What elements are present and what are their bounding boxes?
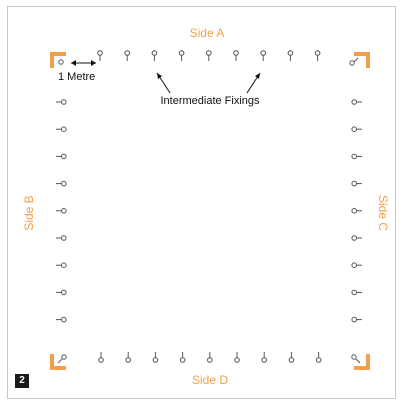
fixing-top-icon — [287, 50, 294, 61]
fixing-left-icon — [56, 99, 67, 105]
fixing-top-icon — [206, 50, 212, 61]
side-b-fixings — [56, 99, 67, 323]
intermediate-fixings-pointers — [156, 72, 261, 94]
fixing-right-icon — [351, 153, 362, 160]
fixing-bottom-icon — [261, 352, 268, 363]
fixing-bottom-icon — [179, 352, 186, 363]
fixing-right-icon — [351, 262, 362, 269]
intermediate-fixings-label: Intermediate Fixings — [160, 95, 260, 107]
side-c-fixings — [351, 99, 362, 323]
fixing-right-icon — [351, 208, 362, 214]
fixing-bottom-icon — [152, 352, 159, 363]
side-d-label: Side D — [192, 373, 228, 387]
fixing-right-icon — [351, 180, 362, 187]
fixing-top-icon — [233, 50, 239, 61]
fixing-bottom-icon — [98, 352, 104, 363]
fixing-bottom-icon — [234, 352, 240, 363]
fixing-top-icon — [314, 50, 321, 61]
diagram-frame — [7, 6, 396, 399]
fixing-right-icon — [351, 99, 362, 105]
fixing-left-icon — [56, 262, 67, 269]
side-b-label: Side B — [22, 195, 36, 230]
side-a-fixings — [97, 50, 321, 61]
fixing-left-icon — [56, 289, 67, 296]
fixing-top-icon — [260, 50, 267, 61]
fixing-left-icon — [56, 235, 67, 241]
fixing-right-icon — [351, 316, 362, 323]
fixing-right-icon — [351, 235, 362, 241]
side-c-label: Side C — [376, 195, 390, 231]
fixing-bottom-icon — [207, 352, 213, 363]
fixing-left-icon — [56, 208, 67, 214]
fixing-right-icon — [351, 289, 362, 296]
corner-bracket-bottom-left-icon — [50, 354, 67, 370]
corner-bracket-bottom-right-icon — [351, 354, 370, 370]
fixing-top-icon — [178, 50, 185, 61]
corner-bracket-top-left-icon — [50, 52, 66, 68]
fixing-bottom-icon — [315, 352, 322, 363]
fixing-top-icon — [97, 50, 103, 61]
side-d-fixings — [98, 352, 322, 363]
spacing-arrow — [71, 60, 96, 66]
spacing-label: 1 Metre — [58, 71, 95, 83]
fixing-left-icon — [56, 126, 67, 132]
fixing-left-icon — [56, 180, 67, 187]
corner-bracket-top-right-icon — [349, 52, 370, 68]
figure-number-badge: 2 — [15, 374, 29, 388]
fixing-right-icon — [351, 126, 362, 132]
fixing-top-icon — [151, 50, 158, 61]
fixing-bottom-icon — [288, 352, 295, 363]
fixing-top-icon — [124, 50, 130, 61]
side-a-label: Side A — [190, 26, 225, 40]
fixing-left-icon — [56, 316, 67, 323]
fixing-left-icon — [56, 153, 67, 160]
fixing-bottom-icon — [125, 352, 131, 363]
